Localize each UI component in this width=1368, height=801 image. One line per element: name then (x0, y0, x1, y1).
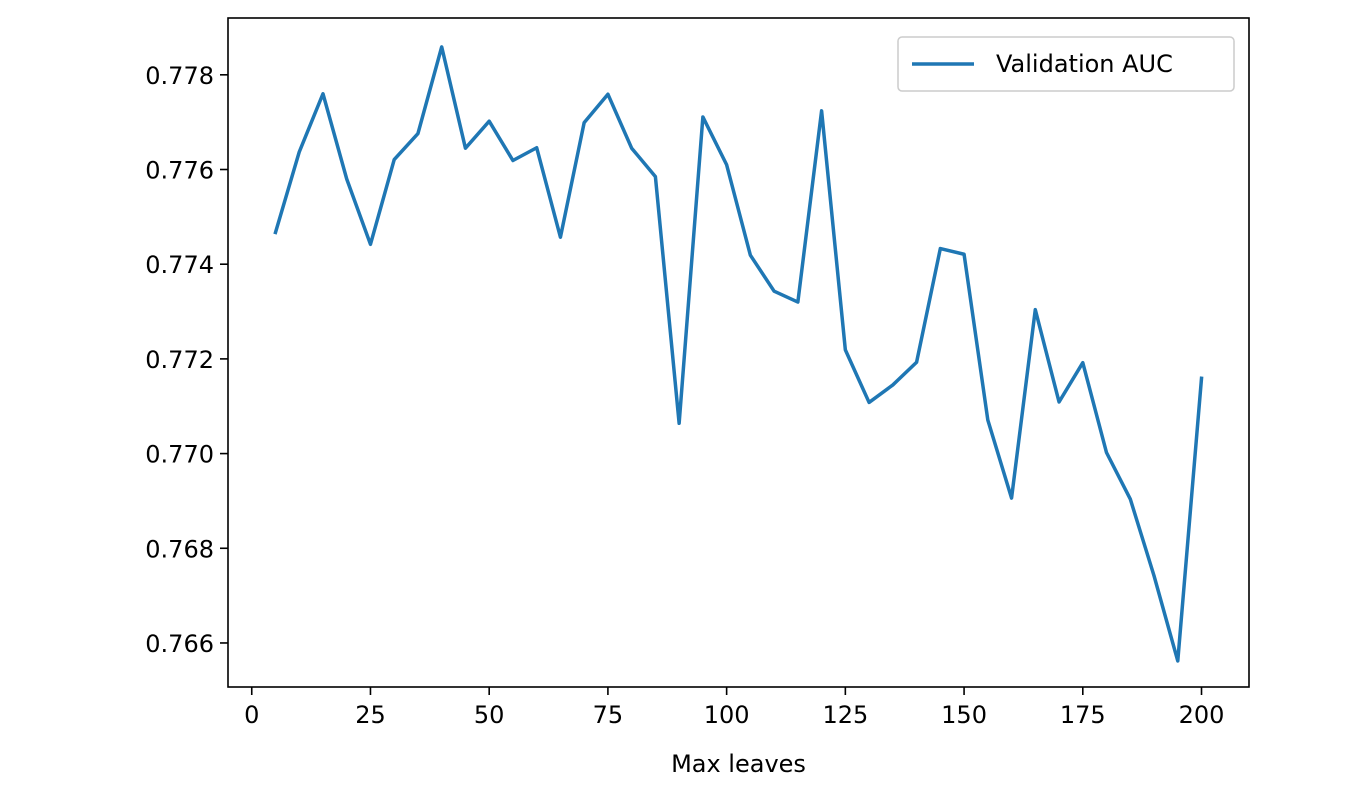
x-tick-label: 25 (355, 701, 386, 729)
y-tick-label: 0.776 (145, 157, 214, 185)
y-axis-ticks: 0.766 0.768 0.770 0.772 0.774 0.776 0.778 (145, 62, 228, 658)
y-tick-label: 0.778 (145, 62, 214, 90)
y-tick-label: 0.770 (145, 441, 214, 469)
y-tick-label: 0.774 (145, 251, 214, 279)
x-tick-label: 175 (1060, 701, 1106, 729)
x-tick-label: 150 (941, 701, 987, 729)
x-tick-label: 50 (474, 701, 505, 729)
x-tick-label: 100 (704, 701, 750, 729)
legend-box (897, 36, 1235, 92)
series-line-validation-auc (273, 45, 1204, 663)
x-axis-ticks: 0 25 50 75 100 125 150 175 200 (244, 687, 1224, 729)
y-tick-label: 0.768 (145, 535, 214, 563)
x-tick-label: 125 (822, 701, 868, 729)
legend: Validation AUC (897, 36, 1235, 92)
x-axis-label: Max leaves (671, 750, 806, 778)
y-tick-label: 0.772 (145, 346, 214, 374)
x-tick-label: 75 (593, 701, 624, 729)
plot-area-frame (227, 17, 1250, 688)
legend-label-validation-auc: Validation AUC (996, 50, 1173, 78)
y-tick-label: 0.766 (145, 630, 214, 658)
x-tick-label: 0 (244, 701, 259, 729)
x-tick-label: 200 (1179, 701, 1225, 729)
